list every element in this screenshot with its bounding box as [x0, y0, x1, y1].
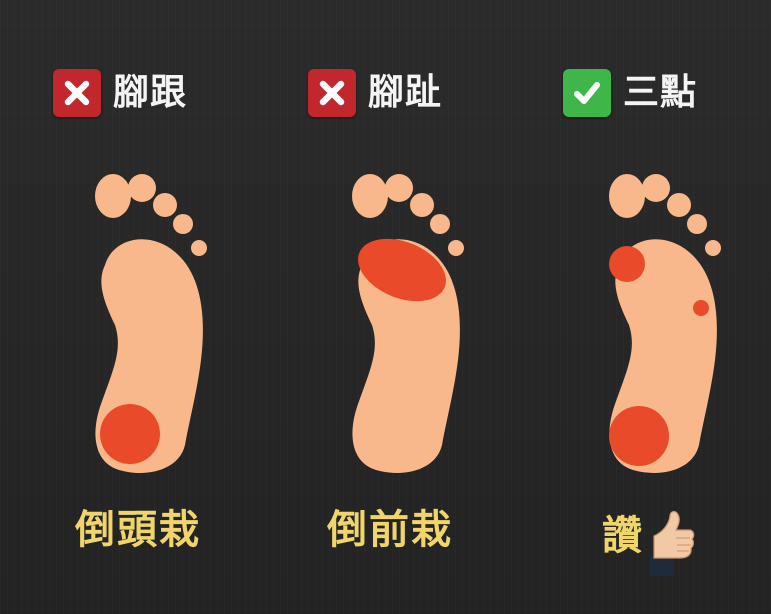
caption-text: 讚: [602, 513, 644, 559]
cross-icon: [53, 69, 101, 117]
panel-caption: 讚: [602, 510, 700, 576]
panel-toes: 腳趾 倒前栽: [257, 0, 514, 614]
panel-caption: 倒前栽: [327, 507, 453, 553]
panel-header: 三點: [563, 68, 697, 118]
foot-icon: [352, 174, 464, 473]
panel-caption: 倒頭栽: [75, 507, 201, 553]
pressure-point-heel: [609, 406, 669, 466]
panel-header: 腳趾: [308, 68, 442, 118]
cross-icon: [308, 69, 356, 117]
foot-icon: [95, 174, 207, 473]
foot-icon: [609, 174, 721, 473]
pressure-point-little-toe: [693, 300, 709, 316]
thumbs-up-icon: [650, 510, 695, 576]
header-label: 腳跟: [113, 72, 188, 113]
panel-header: 腳跟: [53, 68, 187, 118]
pressure-point-big-toe: [609, 246, 645, 282]
check-icon: [563, 69, 611, 117]
panel-heel: 腳跟 倒頭栽: [0, 0, 257, 614]
panel-three-points: 三點 讚: [514, 0, 771, 614]
header-label: 腳趾: [368, 72, 443, 113]
header-label: 三點: [623, 72, 698, 113]
